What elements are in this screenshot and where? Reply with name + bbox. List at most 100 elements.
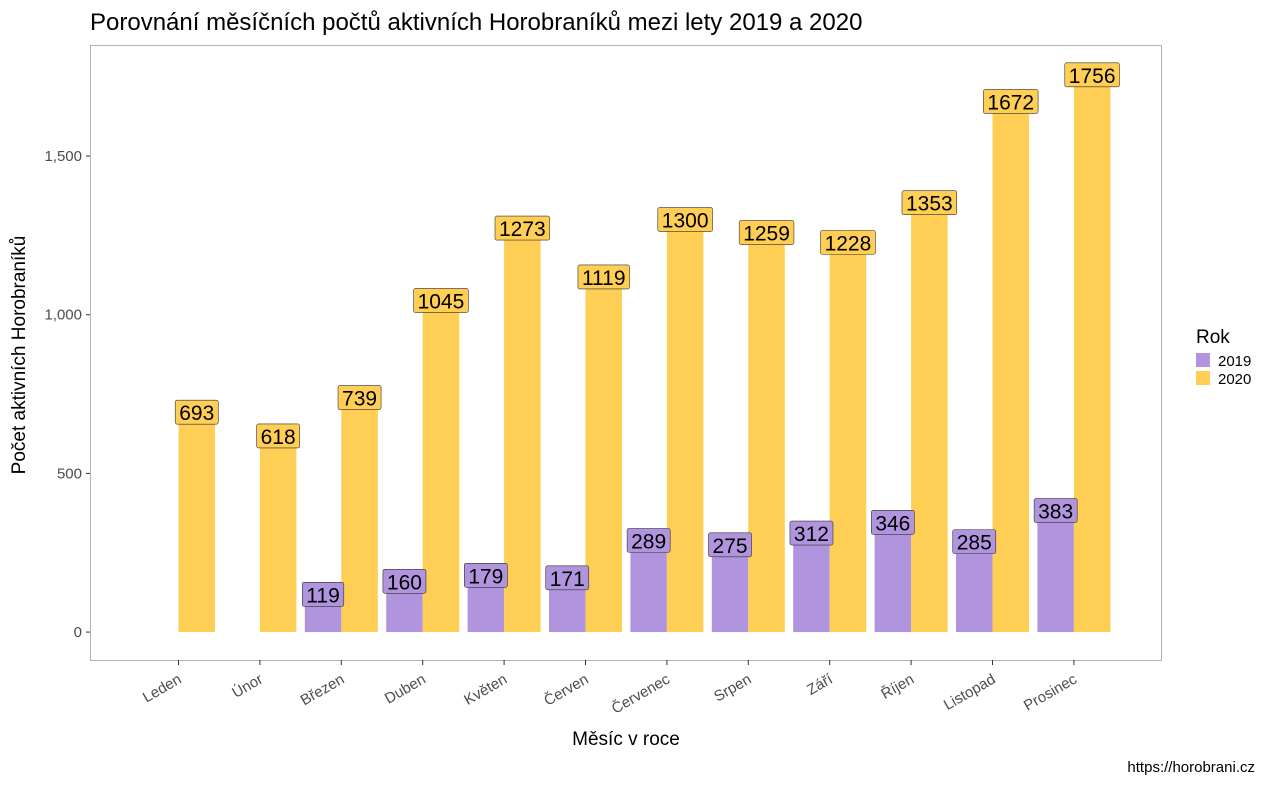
- data-label-text: 1353: [906, 193, 953, 216]
- data-label-2020-Červen: 1119: [577, 264, 630, 290]
- bar-2020-Červenec: [666, 219, 704, 633]
- data-label-text: 171: [550, 568, 585, 591]
- x-tick-label: Květen: [461, 671, 510, 709]
- y-axis: 0 500 1,000 1,500: [44, 148, 90, 641]
- x-axis-title: Měsíc v roce: [572, 729, 680, 750]
- data-label-box: [464, 562, 508, 588]
- data-label-2019-Červen: 171: [545, 565, 590, 591]
- x-tick-label: Srpen: [711, 671, 754, 706]
- data-label-2020-Srpen: 1259: [738, 220, 795, 246]
- y-tick-label: 500: [57, 465, 82, 482]
- x-axis: Leden Únor Březen Duben Květen Červen Červenec…: [140, 660, 1080, 718]
- legend-key-2019: [1196, 353, 1210, 367]
- x-tick-label: Únor: [229, 671, 266, 702]
- data-label-box: [545, 565, 590, 591]
- caption: https://horobrani.cz: [1127, 759, 1255, 776]
- data-label-text: 1672: [987, 91, 1034, 114]
- plot-panel-border: [90, 45, 1162, 661]
- data-label-box: [174, 399, 219, 425]
- data-label-2019-Březen: 119: [302, 582, 345, 607]
- data-label-2019-Květen: 179: [464, 562, 508, 588]
- data-label-2019-Září: 312: [789, 520, 834, 546]
- x-tick-label: Červenec: [609, 670, 674, 717]
- data-label-box: [337, 385, 382, 410]
- data-label-text: 693: [179, 402, 214, 425]
- data-label-2020-Listopad: 1672: [983, 89, 1039, 114]
- bar-2020-Srpen: [748, 232, 785, 633]
- data-label-text: 346: [875, 512, 910, 535]
- data-label-text: 383: [1038, 501, 1073, 524]
- data-labels: 119 160 179 171 289 275 312 346 285 383 693 618 739 1…: [174, 62, 1120, 607]
- y-tick-label: 0: [74, 624, 82, 641]
- bars: [178, 74, 1111, 633]
- data-label-2019-Duben: 160: [382, 569, 427, 594]
- bar-2020-Květen: [504, 228, 541, 633]
- data-label-2020-Září: 1228: [820, 230, 876, 255]
- data-label-box: [577, 264, 630, 290]
- data-label-text: 160: [387, 571, 422, 594]
- legend-label-2019: 2019: [1218, 353, 1251, 370]
- data-label-2020-Leden: 693: [174, 399, 219, 425]
- bar-2019-Listopad: [956, 541, 993, 633]
- bar-2019-Říjen: [874, 522, 912, 633]
- data-label-box: [413, 288, 469, 313]
- bar-2019-Prosinec: [1037, 510, 1074, 633]
- bar-2020-Březen: [341, 397, 378, 633]
- data-label-text: 1259: [743, 223, 790, 246]
- data-label-box: [1033, 498, 1078, 523]
- data-label-box: [626, 528, 671, 553]
- data-label-text: 1756: [1069, 65, 1116, 88]
- data-label-box: [1064, 62, 1120, 88]
- data-label-box: [302, 582, 345, 607]
- data-label-2019-Listopad: 285: [952, 529, 997, 555]
- data-label-text: 179: [468, 565, 503, 588]
- legend-title: Rok: [1196, 327, 1230, 348]
- data-label-2020-Březen: 739: [337, 385, 382, 411]
- bar-2020-Červen: [585, 276, 622, 633]
- data-label-box: [871, 509, 915, 535]
- bar-2020-Duben: [422, 300, 460, 633]
- data-label-text: 275: [713, 535, 748, 558]
- data-label-box: [789, 520, 834, 546]
- data-label-text: 1045: [418, 290, 465, 313]
- data-label-box: [382, 569, 427, 594]
- bar-2020-Prosinec: [1073, 74, 1111, 633]
- data-label-box: [708, 532, 752, 558]
- x-tick-label: Listopad: [941, 671, 999, 714]
- x-tick-label: Březen: [298, 671, 348, 709]
- bar-2020-Listopad: [992, 101, 1029, 633]
- data-label-2019-Červenec: 289: [626, 528, 671, 553]
- data-label-2020-Červenec: 1300: [657, 207, 713, 233]
- data-label-2019-Říjen: 346: [871, 509, 915, 535]
- bar-2020-Říjen: [911, 202, 948, 633]
- y-tick-label: 1,500: [44, 148, 82, 165]
- bar-2019-Září: [793, 533, 830, 633]
- bar-2019-Červenec: [630, 540, 667, 633]
- y-tick-label: 1,000: [44, 307, 82, 324]
- x-tick-label: Leden: [140, 671, 185, 707]
- data-label-2020-Prosinec: 1756: [1064, 62, 1120, 88]
- bar-2020-Únor: [259, 435, 297, 633]
- data-label-2020-Únor: 618: [256, 423, 300, 449]
- data-label-box: [738, 220, 795, 245]
- data-label-text: 285: [957, 532, 992, 555]
- data-label-box: [657, 207, 713, 232]
- bar-2020-Září: [829, 242, 867, 633]
- data-label-text: 1300: [662, 210, 709, 233]
- data-label-box: [820, 230, 876, 255]
- bar-2019-Srpen: [711, 544, 749, 633]
- data-label-box: [256, 423, 300, 449]
- y-axis-title: Počet aktivních Horobraníků: [9, 236, 30, 475]
- data-label-2019-Prosinec: 383: [1033, 498, 1078, 524]
- data-label-text: 1273: [499, 218, 546, 241]
- data-label-text: 1119: [582, 267, 626, 290]
- data-label-2020-Duben: 1045: [413, 288, 469, 313]
- x-tick-label: Říjen: [878, 671, 917, 703]
- x-tick-label: Duben: [382, 671, 429, 708]
- data-label-2020-Květen: 1273: [494, 215, 551, 241]
- data-label-text: 1228: [825, 232, 872, 255]
- legend-label-2020: 2020: [1218, 371, 1251, 388]
- data-label-text: 119: [306, 584, 339, 607]
- data-label-box: [901, 190, 958, 216]
